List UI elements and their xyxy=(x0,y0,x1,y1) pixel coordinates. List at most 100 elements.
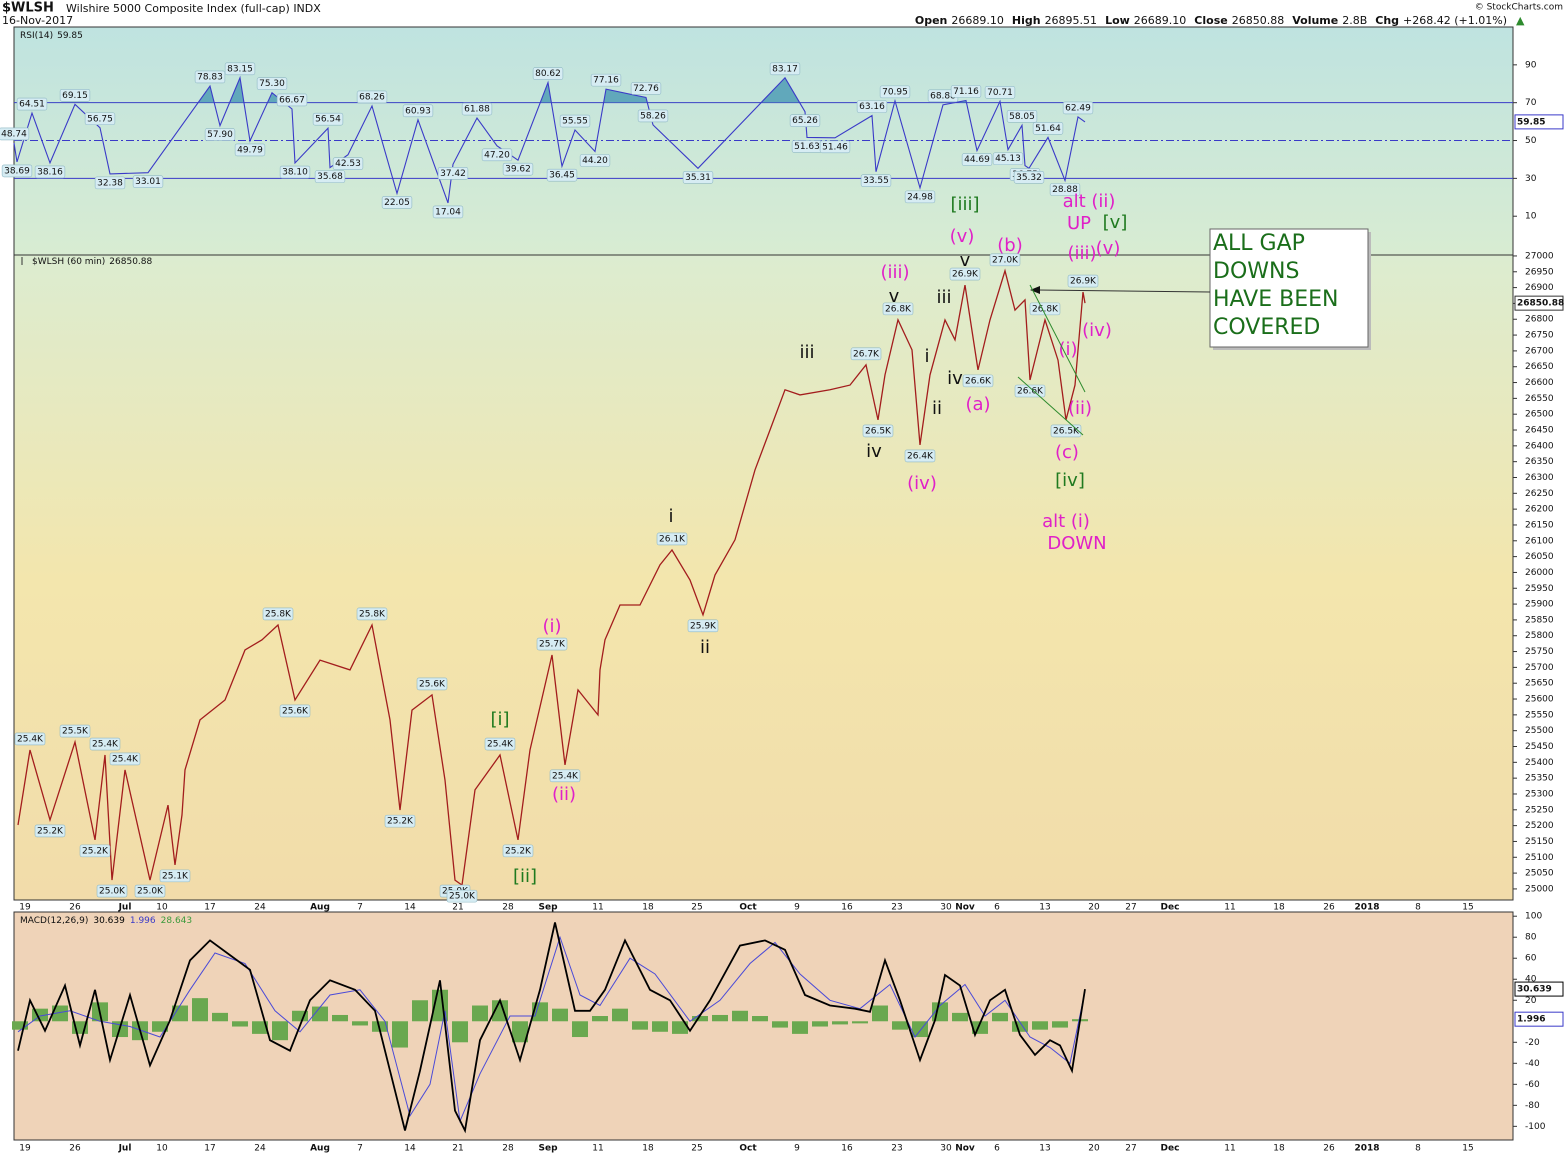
y-tick-label: 25600 xyxy=(1525,695,1554,705)
histogram-bar xyxy=(232,1021,248,1027)
y-tick-label: 40 xyxy=(1525,975,1537,985)
data-label: 25.1K xyxy=(162,871,189,881)
quote-label: High xyxy=(1012,14,1041,27)
x-tick-label: 21 xyxy=(452,1144,463,1154)
data-label-bg xyxy=(1050,424,1082,438)
histogram-bar xyxy=(52,1005,68,1022)
data-label: 26.5K xyxy=(865,426,892,436)
data-label-bg xyxy=(262,607,294,621)
histogram-bar xyxy=(672,1021,688,1034)
data-label-bg xyxy=(856,100,888,113)
x-tick-label: 11 xyxy=(592,1144,603,1154)
x-tick-label: 7 xyxy=(357,1144,363,1154)
value-box-label: 1.996 xyxy=(1517,1015,1545,1025)
data-label: 25.7K xyxy=(539,640,566,650)
data-label-bg xyxy=(904,449,936,463)
quote-value: 26689.10 xyxy=(951,14,1004,27)
quote-value: +268.42 (+1.01%) xyxy=(1403,14,1507,27)
data-label: 27.0K xyxy=(992,255,1019,265)
y-tick-label: 25500 xyxy=(1525,726,1554,736)
rsi-legend-name: RSI(14) xyxy=(20,31,53,41)
data-label-bg xyxy=(384,814,416,828)
wave-label: iii xyxy=(936,287,951,308)
macd-legend: MACD(12,26,9) 30.639 1.996 28.643 xyxy=(20,916,192,926)
x-tick-label: Oct xyxy=(739,903,757,913)
data-label: 58.26 xyxy=(640,111,666,121)
data-label: 61.88 xyxy=(464,105,490,115)
data-label: 58.05 xyxy=(1009,112,1035,122)
data-label: 80.62 xyxy=(535,69,561,79)
data-label: 70.71 xyxy=(987,88,1013,98)
data-label: 44.69 xyxy=(964,155,990,165)
y-tick-label: -20 xyxy=(1525,1038,1540,1048)
x-tick-label: 16 xyxy=(841,903,853,913)
wave-label: i xyxy=(668,506,673,527)
histogram-bar xyxy=(852,1021,868,1024)
data-label: 72.76 xyxy=(633,84,659,94)
data-label: 42.53 xyxy=(335,159,361,169)
data-label-bg xyxy=(224,62,256,76)
x-tick-label: 13 xyxy=(1039,903,1050,913)
wave-label: i xyxy=(924,346,929,367)
histogram-bar xyxy=(572,1021,588,1038)
data-label-bg xyxy=(961,153,993,166)
y-tick-label: 25700 xyxy=(1525,663,1554,673)
histogram-bar xyxy=(292,1010,308,1022)
data-label-bg xyxy=(502,162,534,176)
x-tick-label: 28 xyxy=(502,903,514,913)
wave-label: (b) xyxy=(997,235,1022,256)
data-label: 36.45 xyxy=(549,171,575,181)
data-label: 35.32 xyxy=(1016,173,1042,183)
quote-value: 26895.51 xyxy=(1045,14,1098,27)
wave-label: (i) xyxy=(1058,339,1077,360)
overbought-fill xyxy=(14,77,1085,103)
histogram-bar xyxy=(692,1016,708,1022)
wave-label: ii xyxy=(700,637,710,658)
data-label: 56.75 xyxy=(87,114,113,124)
histogram-bar xyxy=(792,1021,808,1034)
data-label-bg xyxy=(312,112,344,126)
callout-text: ALL GAP xyxy=(1213,231,1305,256)
data-label-bg xyxy=(402,104,434,118)
data-label: 25.0K xyxy=(99,887,126,897)
macd-legend-value: 30.639 xyxy=(93,916,125,926)
data-label: 26.8K xyxy=(885,304,912,314)
histogram-bar xyxy=(772,1021,788,1028)
x-tick-label: 8 xyxy=(1415,1144,1421,1154)
x-tick-label: 25 xyxy=(691,903,702,913)
wave-label: alt (i) xyxy=(1042,511,1090,532)
data-label: 26.6K xyxy=(965,376,992,386)
histogram-bar xyxy=(392,1021,408,1048)
callout-box xyxy=(1209,228,1369,348)
x-tick-label: 16 xyxy=(841,1144,853,1154)
data-label-bg xyxy=(94,176,126,190)
y-tick-label: 26000 xyxy=(1525,568,1554,578)
data-label-bg xyxy=(962,374,994,388)
data-label-bg xyxy=(279,165,311,179)
y-tick-label: 25750 xyxy=(1525,647,1554,657)
data-label: 25.4K xyxy=(112,754,139,764)
data-label: 26.4K xyxy=(907,451,934,461)
histogram-bar xyxy=(752,1016,768,1022)
wave-label: (iv) xyxy=(1082,320,1112,341)
data-label-bg xyxy=(549,769,581,783)
x-tick-label: Nov xyxy=(955,1144,975,1154)
y-tick-label: 26750 xyxy=(1525,331,1554,341)
wave-label: (iii) xyxy=(1067,243,1096,264)
rsi-legend-value: 59.85 xyxy=(57,31,83,41)
wave-label: (a) xyxy=(965,394,990,415)
y-tick-label: -40 xyxy=(1525,1059,1540,1069)
data-label: 25.2K xyxy=(387,817,414,827)
x-tick-label: 9 xyxy=(794,903,800,913)
data-label-bg xyxy=(446,889,478,903)
y-tick-label: 26950 xyxy=(1525,267,1554,277)
quote-label: Open xyxy=(915,14,948,27)
data-label-bg xyxy=(194,70,226,84)
data-label: 26.9K xyxy=(952,270,979,280)
quote-label: Close xyxy=(1194,14,1227,27)
histogram-bar xyxy=(1052,1021,1068,1028)
data-label-bg xyxy=(630,82,662,95)
x-tick-label: Jul xyxy=(118,1144,132,1154)
